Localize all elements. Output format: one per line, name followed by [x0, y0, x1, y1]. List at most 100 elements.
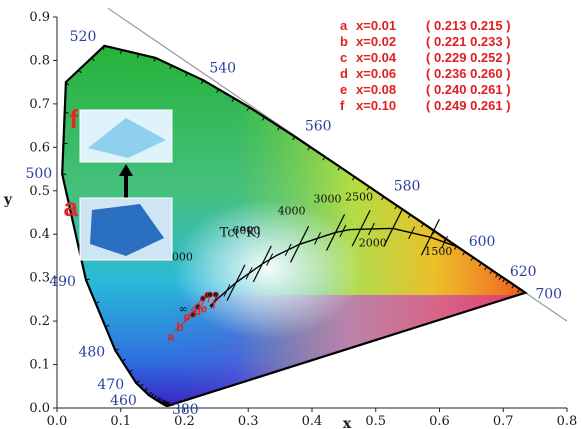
legend-x-f: x=0.10: [356, 98, 396, 113]
point-f: [212, 291, 219, 298]
locus-hash: [165, 401, 169, 407]
inset-powder-f: [88, 118, 166, 158]
locus-hash: [231, 98, 235, 102]
cct-label-4000: 4000: [278, 204, 306, 217]
locus-hash: [165, 401, 168, 406]
locus-hash: [102, 45, 105, 50]
cct-label-2500: 2500: [345, 190, 373, 203]
y-tick-label: 0.8: [29, 53, 50, 68]
planck-hash: [266, 253, 274, 266]
point-label-f: f: [212, 298, 217, 312]
locus-hash: [161, 399, 165, 404]
point-leader-a: [174, 314, 194, 331]
x-tick-label: 0.5: [365, 414, 386, 429]
wavelength-label-580: 580: [394, 179, 421, 195]
locus-hash: [164, 401, 168, 406]
locus-hash: [139, 383, 144, 388]
y-tick-label: 0.6: [29, 140, 50, 155]
locus-hash: [121, 358, 126, 362]
point-leader-b: [183, 306, 199, 322]
legend: a x=0.01 ( 0.213 0.215 ) b x=0.02 ( 0.221 0.2…: [340, 18, 511, 113]
locus-hash: [292, 136, 296, 141]
legend-coords-a: ( 0.213 0.215 ): [426, 18, 511, 33]
locus-hash: [120, 49, 122, 54]
x-tick-label: 0.2: [174, 414, 195, 429]
legend-x-c: x=0.04: [356, 50, 397, 65]
y-tick-label: 0.5: [29, 184, 50, 199]
cct-label-2000: 2000: [359, 236, 387, 249]
legend-coords-c: ( 0.229 0.252 ): [426, 50, 511, 65]
planck-hash: [441, 236, 448, 249]
locus-hash: [407, 214, 411, 219]
cct-label-∞: ∞: [179, 302, 188, 315]
isotherm-2500: [351, 210, 371, 247]
planck-hash: [284, 243, 292, 256]
locus-hash: [85, 278, 90, 281]
legend-name-b: b: [340, 34, 348, 49]
locus-hash: [351, 176, 356, 181]
wavelength-label-380: 380: [172, 402, 199, 418]
legend-name-f: f: [340, 98, 345, 113]
legend-x-a: x=0.01: [356, 18, 396, 33]
legend-name-e: e: [340, 82, 347, 97]
wavelength-label-460: 460: [110, 393, 137, 409]
locus-hash: [489, 270, 493, 274]
locus-hash: [484, 266, 488, 271]
locus-hash: [462, 251, 466, 256]
inset-photos: fa: [64, 104, 173, 261]
locus-hash: [261, 116, 265, 121]
y-tick-label: 0.0: [29, 401, 50, 416]
point-label-b: b: [176, 320, 183, 334]
point-label-e: e: [201, 302, 208, 316]
locus-hash: [185, 72, 188, 77]
x-tick-label: 0.8: [557, 414, 578, 429]
y-tick-label: 0.3: [29, 271, 50, 286]
planck-hash: [339, 224, 347, 238]
locus-hash: [511, 284, 515, 289]
locus-hash: [502, 278, 506, 283]
cct-label-3000: 3000: [314, 192, 342, 205]
locus-hash: [148, 391, 152, 396]
legend-coords-b: ( 0.221 0.233 ): [426, 34, 511, 49]
locus-hash: [200, 80, 204, 85]
locus-hash: [337, 166, 341, 171]
legend-name-c: c: [340, 50, 347, 65]
cct-label-6000: 6000: [232, 224, 260, 237]
locus-hash: [307, 146, 311, 151]
locus-hash: [95, 301, 100, 304]
x-tick-label: 0.3: [238, 414, 259, 429]
legend-coords-f: ( 0.249 0.261 ): [426, 98, 511, 113]
isotherm-4000: [290, 226, 310, 263]
y-axis-label: y: [3, 192, 13, 208]
point-label-d: d: [194, 304, 201, 318]
locus-hash: [128, 369, 133, 373]
wavelength-label-500: 500: [25, 166, 52, 182]
locus-hash: [158, 397, 161, 402]
wavelength-label-480: 480: [78, 344, 105, 360]
locus-hash: [163, 400, 167, 405]
tc-label: Tc(°K): [220, 225, 261, 240]
point-label-a: a: [167, 330, 174, 344]
locus-hash: [498, 276, 502, 281]
wavelength-label-700: 700: [535, 287, 562, 303]
inset-letter-f: f: [69, 104, 78, 134]
locus-hash: [70, 207, 75, 210]
isotherm-2000: [383, 210, 403, 247]
wavelength-label-600: 600: [469, 234, 496, 250]
legend-x-b: x=0.02: [356, 34, 396, 49]
locus-hash: [381, 196, 385, 201]
y-tick-label: 0.7: [29, 97, 50, 112]
locus-hash: [366, 186, 370, 191]
legend-x-e: x=0.08: [356, 82, 396, 97]
locus-hash: [115, 348, 120, 351]
point-e: [206, 291, 213, 298]
isotherm-1500: [420, 218, 440, 256]
planck-hash: [368, 222, 375, 236]
locus-hash: [505, 280, 509, 285]
locus-hash: [159, 398, 163, 403]
locus-hash: [432, 230, 436, 235]
wavelength-label-540: 540: [209, 60, 236, 76]
